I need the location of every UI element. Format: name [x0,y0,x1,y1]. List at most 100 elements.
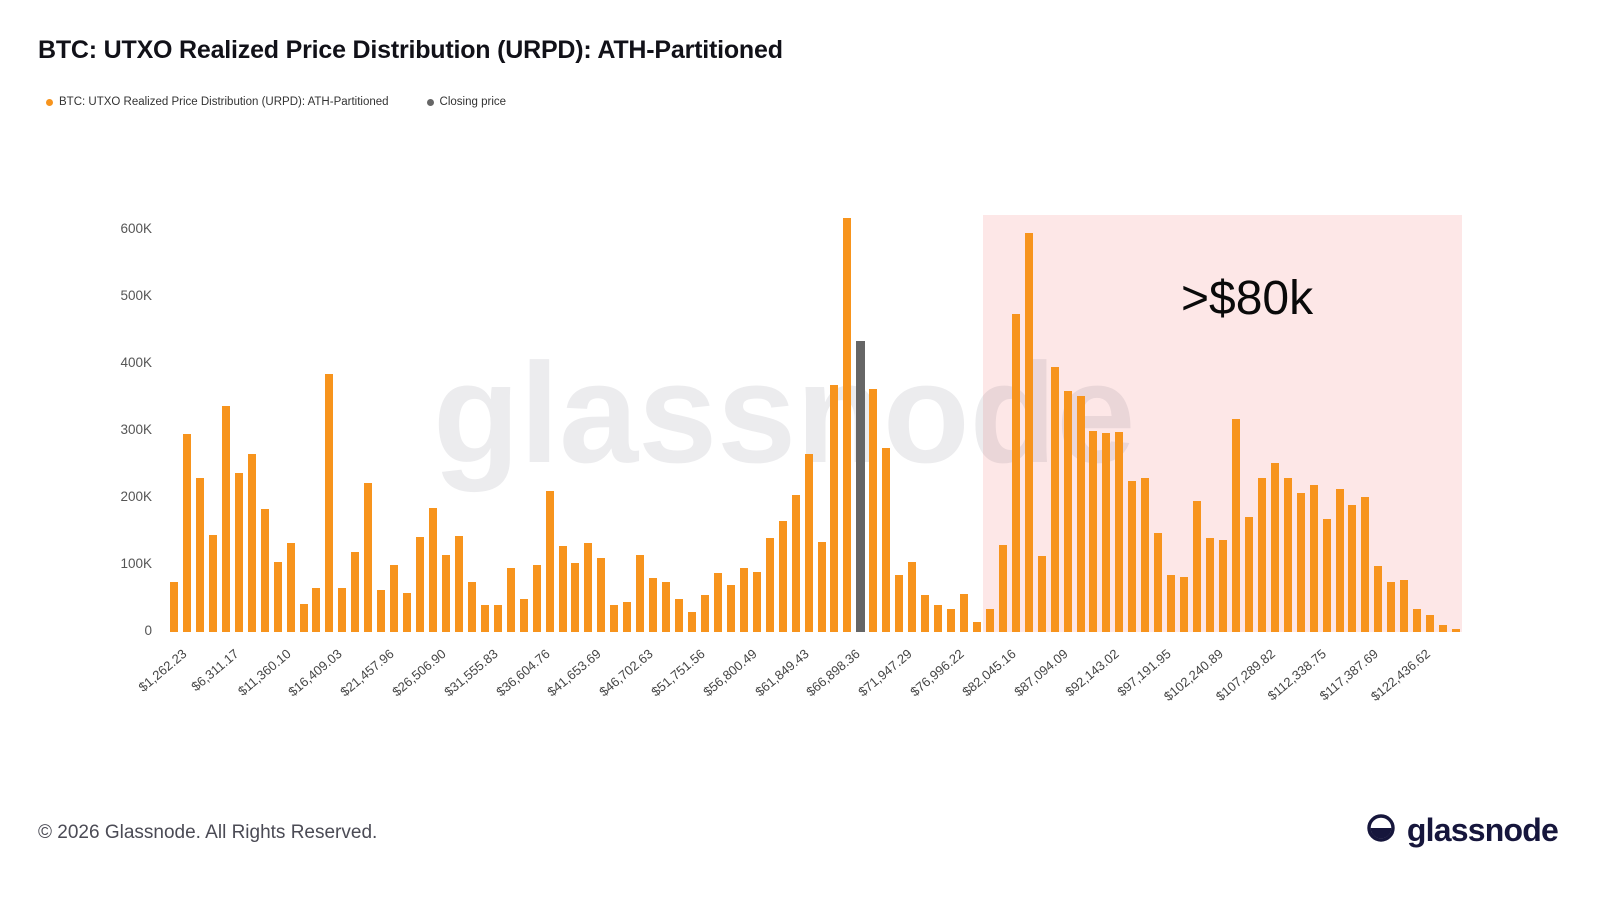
bar [1011,313,1020,632]
bar [1154,532,1163,632]
bar [1322,519,1331,632]
bar [1050,367,1059,632]
bar [1037,556,1046,632]
bar [273,561,282,632]
bar [170,581,178,632]
bar [636,554,645,632]
bar [558,546,567,632]
x-tick-label: $76,996.22 [907,646,967,700]
page-title: BTC: UTXO Realized Price Distribution (U… [38,36,783,64]
bar [972,621,981,632]
bar [830,385,839,632]
bar [403,593,412,632]
bar [597,558,606,632]
bar [1257,477,1266,632]
legend-item-urpd[interactable]: BTC: UTXO Realized Price Distribution (U… [46,96,389,108]
x-tick-label: $71,947.29 [855,646,915,700]
bar [390,565,399,632]
bar [312,588,321,632]
bar [532,565,541,632]
x-tick-label: $87,094.09 [1010,646,1071,700]
bar [765,538,774,632]
closing-price-bar [855,340,865,632]
bar [480,605,489,632]
bar [700,595,709,632]
bar [817,541,826,632]
bar [416,536,425,632]
bar [908,561,917,632]
bar [1335,489,1344,632]
x-tick-label: $11,360.10 [234,646,294,699]
bar [493,605,502,632]
y-tick-label: 200K [120,489,152,504]
bar [351,551,360,632]
bar [377,590,386,632]
bar [467,581,476,632]
bar [921,595,930,632]
y-tick-label: 0 [144,623,152,638]
legend-dot-urpd-icon [46,98,53,106]
y-tick-label: 300K [120,422,152,437]
glassnode-brand: glassnode [1365,812,1559,849]
bar [1231,418,1240,632]
x-tick-label: $46,702.63 [596,646,656,700]
bar [1218,539,1227,632]
legend-label-urpd: BTC: UTXO Realized Price Distribution (U… [59,96,389,108]
bar [1400,579,1409,632]
x-tick-label: $92,143.02 [1062,646,1123,700]
x-tick-label: $1,262.23 [135,646,190,695]
bar [610,605,619,632]
bar [338,588,347,632]
bar [804,454,813,632]
legend-item-closing-price[interactable]: Closing price [426,96,506,108]
bar [1244,516,1253,632]
bar [1206,538,1214,632]
bar [1076,396,1085,632]
bar [454,536,463,632]
bar [1374,566,1383,632]
bar [364,483,373,632]
y-tick-label: 400K [120,355,152,370]
bar [882,447,891,632]
bar [441,554,450,632]
annotation-above-80k: >$80k [1181,272,1314,325]
x-tick-label: $16,409.03 [285,646,346,700]
bar [195,477,204,632]
bar [1439,625,1448,632]
bar [234,472,243,632]
plot-area[interactable]: glassnode >$80k [165,215,1462,632]
bar [1089,431,1098,632]
x-tick-label: $31,555.83 [440,646,501,700]
x-tick-label: $36,604.76 [492,646,553,700]
bar [869,389,878,632]
bar [1193,501,1202,632]
bar [1296,492,1305,632]
bar [1309,484,1318,632]
bar [739,568,748,632]
bar [843,217,852,632]
x-tick-label: $41,653.69 [544,646,605,700]
bar [688,611,696,632]
bar [545,491,554,632]
y-tick-label: 100K [120,556,152,571]
bar [934,605,943,632]
bar [299,603,308,632]
x-tick-label: $51,751.56 [648,646,708,700]
bar [325,374,334,632]
bar [1063,390,1072,632]
bar [1413,608,1422,632]
bar [584,542,593,632]
x-tick-label: $6,311.17 [188,646,242,695]
bar [649,578,658,632]
bar [506,568,515,632]
bar [260,509,269,632]
bar [1167,575,1176,632]
y-tick-label: 600K [120,221,152,236]
bar [959,593,968,632]
bar [998,544,1007,632]
bar [623,601,632,632]
bar [895,575,904,632]
bar [1387,581,1396,632]
x-tick-label: $82,045.16 [958,646,1019,700]
bar [208,534,217,632]
